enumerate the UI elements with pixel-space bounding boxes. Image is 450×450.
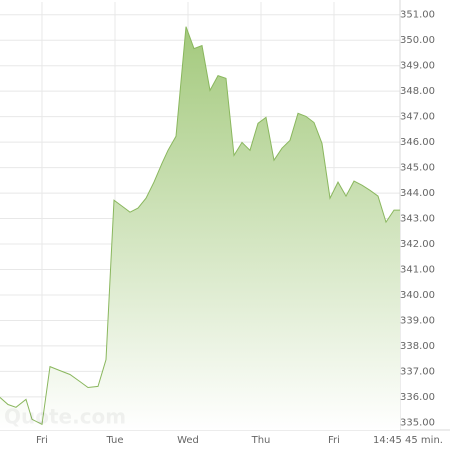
y-tick-label: 348.00 <box>400 86 435 97</box>
y-tick-label: 349.00 <box>400 61 435 72</box>
x-tick-label: Fri <box>36 435 48 446</box>
annotation: 14:45 45 min. <box>373 435 443 446</box>
y-tick-label: 351.00 <box>400 10 435 21</box>
marks <box>0 26 400 430</box>
y-tick-label: 340.00 <box>400 290 435 301</box>
y-tick-label: 335.00 <box>400 417 435 428</box>
y-tick-label: 342.00 <box>400 239 435 250</box>
y-tick-label: 336.00 <box>400 392 435 403</box>
x-tick-label: Tue <box>105 435 123 446</box>
x-tick-label: Thu <box>251 435 271 446</box>
y-tick-label: 339.00 <box>400 315 435 326</box>
y-tick-label: 345.00 <box>400 163 435 174</box>
watermark: Quote.com <box>4 405 126 429</box>
y-tick-label: 341.00 <box>400 265 435 276</box>
area <box>0 26 400 430</box>
y-tick-label: 344.00 <box>400 188 435 199</box>
x-tick-label: Fri <box>328 435 340 446</box>
y-tick-label: 346.00 <box>400 137 435 148</box>
y-tick-label: 337.00 <box>400 366 435 377</box>
x-tick-label: Wed <box>177 435 199 446</box>
y-tick-label: 347.00 <box>400 112 435 123</box>
y-tick-label: 350.00 <box>400 35 435 46</box>
y-tick-label: 338.00 <box>400 341 435 352</box>
line <box>0 26 400 426</box>
y-tick-label: 343.00 <box>400 214 435 225</box>
